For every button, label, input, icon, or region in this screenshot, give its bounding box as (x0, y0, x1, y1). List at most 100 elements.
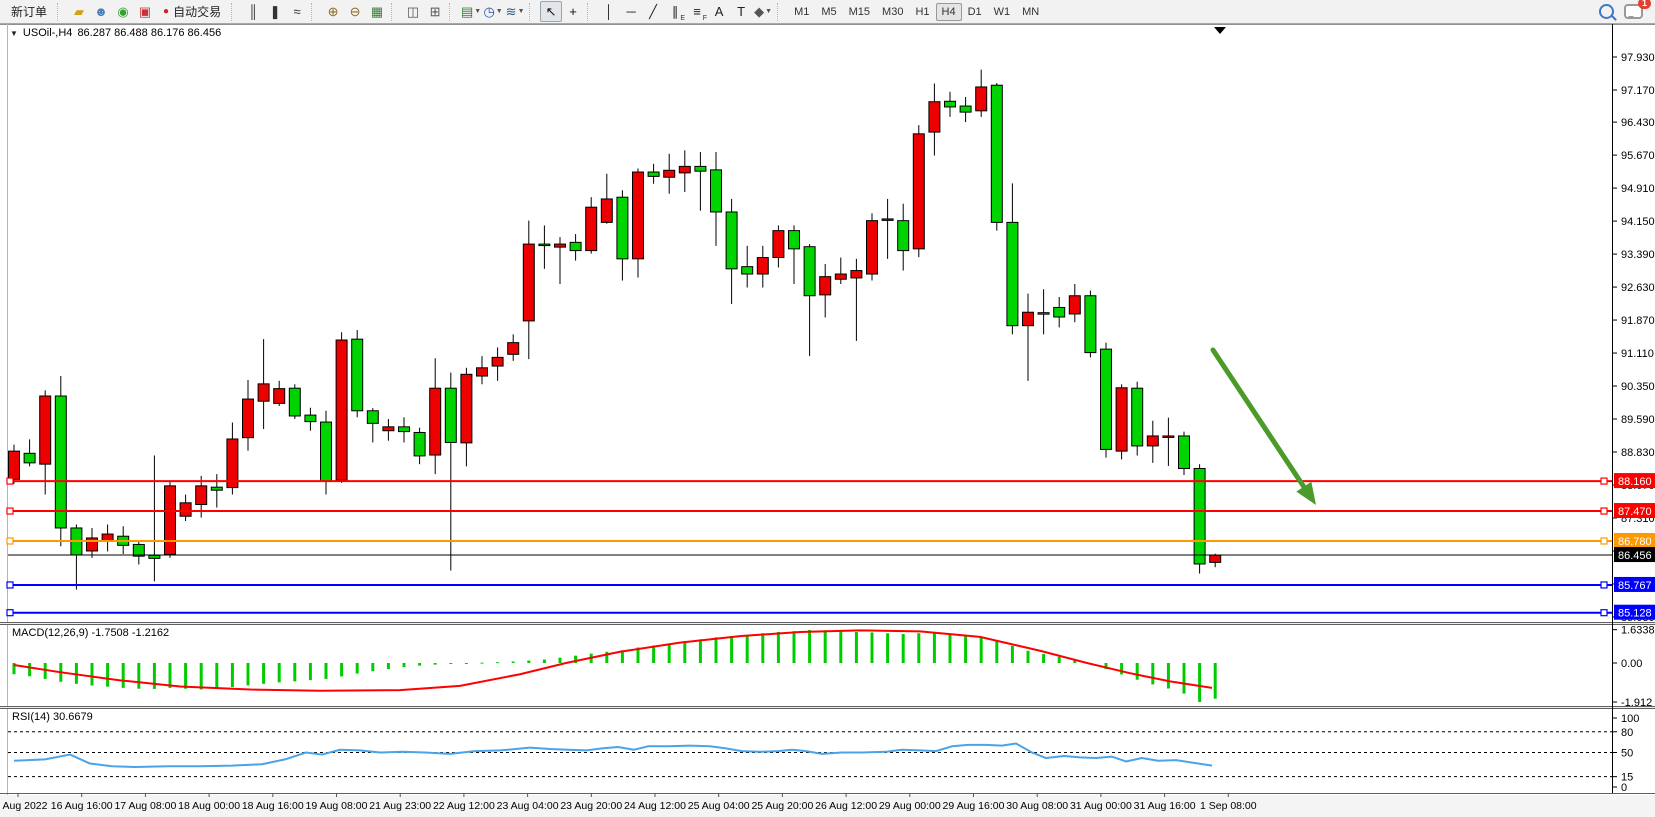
macd-histogram-bar (386, 663, 390, 670)
candle-up (1162, 435, 1175, 438)
macd-histogram-bar (28, 663, 32, 677)
time-axis-label: 17 Aug 08:00 (114, 800, 176, 812)
macd-histogram-bar (230, 663, 234, 688)
time-axis-label: 30 Aug 08:00 (1006, 800, 1068, 812)
market-icon[interactable]: ▣ (138, 3, 152, 19)
tile-windows-icon[interactable]: ▦ (370, 3, 384, 19)
hline-86.780[interactable]: 86.780 (6, 532, 1655, 548)
shapes-icon[interactable]: ◆ ▼ (754, 3, 773, 19)
macd-histogram-bar (215, 663, 219, 689)
text-icon[interactable]: A (714, 4, 724, 19)
candle-down (647, 171, 660, 177)
macd-histogram-bar (667, 643, 671, 663)
candle-down (444, 387, 457, 443)
timeframe-button-mn[interactable]: MN (1022, 5, 1040, 18)
price-line-label: 86.456 (1618, 550, 1652, 562)
toolbar-right-group: 1 (1599, 0, 1651, 19)
panel-splitter[interactable] (0, 706, 1655, 709)
cursor-icon[interactable]: ↖ (540, 1, 563, 22)
toolbar-separator (311, 2, 318, 21)
timeframe-button-m1[interactable]: M1 (794, 5, 810, 18)
price-line-label: 87.470 (1618, 506, 1652, 518)
candle-up (850, 270, 863, 279)
fibonacci-icon[interactable]: ≡ F (693, 4, 708, 22)
vertical-line-icon[interactable]: │ (605, 4, 614, 19)
candle-down (1084, 295, 1097, 354)
toolbar-separator (231, 2, 238, 21)
price-tick-label: 97.930 (1621, 52, 1655, 64)
period-clock-icon[interactable]: ◷ ▼ (483, 3, 503, 19)
hline-87.470[interactable]: 87.470 (6, 503, 1655, 519)
autotrading-button[interactable]: ● 自动交易 (163, 5, 222, 19)
timeframe-button-h1[interactable]: H1 (915, 5, 930, 18)
price-tick-label: 88.830 (1621, 447, 1655, 459)
candle-up (242, 398, 254, 439)
macd-histogram-bar (121, 663, 125, 688)
candle-up (1068, 295, 1081, 315)
cascade-windows-icon[interactable]: ⊞ (429, 3, 441, 19)
candle-up (164, 485, 176, 555)
time-axis-label: 18 Aug 16:00 (242, 800, 304, 812)
timeframe-button-m5[interactable]: M5 (821, 5, 837, 18)
macd-histogram-bar (870, 632, 874, 663)
notification-badge: 1 (1638, 0, 1651, 9)
trendline-icon[interactable]: ╱ (649, 3, 657, 19)
line-chart-icon[interactable]: ≈ (293, 4, 301, 19)
new-chart-icon[interactable]: ▤ ▼ (460, 3, 482, 19)
timeframe-button-m15[interactable]: M15 (848, 5, 871, 18)
horizontal-line-icon[interactable]: ─ (626, 4, 636, 19)
macd-histogram-bar (605, 651, 609, 663)
search-icon[interactable] (1599, 4, 1614, 19)
macd-histogram-bar (730, 636, 734, 663)
macd-histogram-bar (199, 663, 203, 690)
one-click-trading-arrow-icon[interactable]: ▼ (10, 28, 18, 38)
zoom-in-icon[interactable]: ⊕ (327, 3, 339, 19)
candlestick-chart-icon[interactable]: ❚ (269, 3, 281, 19)
candle-up (522, 243, 535, 322)
indicators-icon[interactable]: ≋ ▼ (505, 3, 525, 19)
candle-down (148, 554, 161, 559)
crosshair-icon[interactable]: + (569, 4, 577, 19)
zoom-out-icon[interactable]: ⊖ (349, 3, 361, 19)
macd-histogram-bar (402, 663, 406, 668)
timeframe-button-h4[interactable]: H4 (935, 2, 962, 21)
new-order-button[interactable]: 新订单 (11, 5, 48, 19)
timeframe-button-d1[interactable]: D1 (967, 5, 982, 18)
rsi-name: RSI(14) (12, 711, 50, 723)
expert-advisors-icon[interactable]: ☻ (94, 4, 108, 19)
macd-histogram-bar (340, 663, 344, 677)
hline-86.456[interactable]: 86.456 (8, 547, 1655, 563)
text-label-icon[interactable]: T (737, 4, 746, 19)
price-tick-label: 97.170 (1621, 85, 1655, 97)
bar-chart-icon[interactable]: ║ (248, 4, 258, 19)
chart-shift-marker-icon[interactable] (1214, 27, 1226, 34)
candle-up (8, 450, 20, 480)
hline-85.767[interactable]: 85.767 (6, 576, 1655, 592)
notifications-button[interactable]: 1 (1624, 0, 1651, 19)
candle-up (756, 257, 769, 275)
candles (8, 69, 1222, 590)
arrange-windows-icon[interactable]: ◫ (406, 3, 420, 19)
time-axis-label: 1 Sep 08:00 (1200, 800, 1257, 812)
timeframe-button-w1[interactable]: W1 (993, 5, 1011, 18)
macd-histogram-bar (620, 650, 624, 663)
trend-arrow-annotation[interactable] (1210, 347, 1316, 505)
candle-down (538, 243, 551, 247)
panel-splitter[interactable] (0, 622, 1655, 625)
chart-title: ▼ USOil-,H4 86.287 86.488 86.176 86.456 (10, 27, 221, 39)
price-tick-label: 91.870 (1621, 315, 1655, 327)
signals-icon[interactable]: ◉ (117, 3, 129, 19)
equidistant-channel-icon[interactable]: ∥ E (671, 3, 686, 23)
candle-down (741, 266, 754, 275)
macd-histogram-bar (745, 634, 749, 663)
timeframe-button-m30[interactable]: M30 (882, 5, 904, 18)
hline-88.160[interactable]: 88.160 (6, 473, 1655, 489)
macd-histogram-bar (262, 663, 266, 684)
hline-85.128[interactable]: 85.128 (6, 604, 1655, 620)
gold-stack-icon[interactable]: ▰ (74, 3, 85, 19)
macd-histogram-bar (464, 663, 468, 664)
candle-up (912, 133, 925, 250)
candle-down (788, 230, 800, 250)
